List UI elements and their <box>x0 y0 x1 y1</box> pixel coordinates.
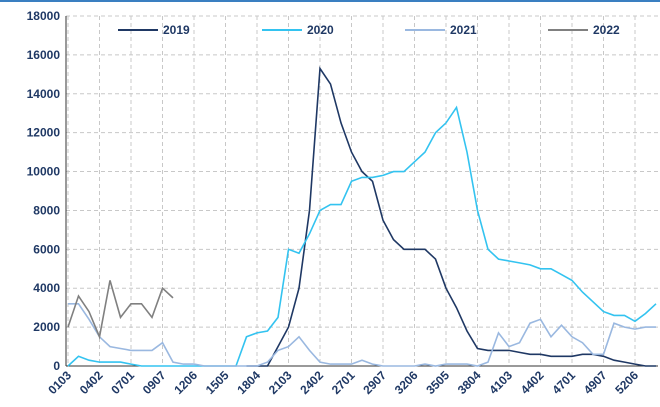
x-tick-label: 2907 <box>360 368 389 397</box>
series-line <box>246 66 656 367</box>
legend-label: 2019 <box>163 23 190 37</box>
x-tick-label: 0103 <box>45 368 74 397</box>
x-tick-label: 3206 <box>392 368 421 397</box>
y-tick-label: 14000 <box>27 87 61 101</box>
y-tick-label: 6000 <box>33 242 60 256</box>
y-tick-label: 16000 <box>27 48 61 62</box>
x-tick-label: 4103 <box>486 368 515 397</box>
series-line <box>67 105 657 367</box>
x-tick-label: 4402 <box>518 368 547 397</box>
x-tick-label: 0701 <box>108 368 137 397</box>
x-tick-label: 5206 <box>612 368 641 397</box>
x-tick-label: 3505 <box>423 368 452 397</box>
y-tick-label: 4000 <box>33 281 60 295</box>
legend-label: 2020 <box>307 23 334 37</box>
x-tick-label: 2103 <box>266 368 295 397</box>
legend-label: 2022 <box>593 23 620 37</box>
y-tick-label: 2000 <box>33 320 60 334</box>
y-tick-label: 8000 <box>33 203 60 217</box>
y-tick-label: 0 <box>53 359 60 373</box>
series-line <box>67 280 174 340</box>
x-tick-label: 2402 <box>297 368 326 397</box>
x-tick-label: 4907 <box>581 368 610 397</box>
x-tick-label: 1206 <box>171 368 200 397</box>
x-tick-label: 4701 <box>549 368 578 397</box>
x-tick-label: 2701 <box>329 368 358 397</box>
x-tick-label: 0907 <box>140 368 169 397</box>
x-tick-label: 0402 <box>77 368 106 397</box>
x-tick-label: 1804 <box>234 368 263 397</box>
y-tick-label: 10000 <box>27 165 61 179</box>
x-tick-label: 3804 <box>455 368 484 397</box>
series-line <box>68 303 656 367</box>
legend-label: 2021 <box>450 23 477 37</box>
y-tick-label: 18000 <box>27 9 61 23</box>
y-tick-label: 12000 <box>27 126 61 140</box>
x-tick-label: 1505 <box>203 368 232 397</box>
